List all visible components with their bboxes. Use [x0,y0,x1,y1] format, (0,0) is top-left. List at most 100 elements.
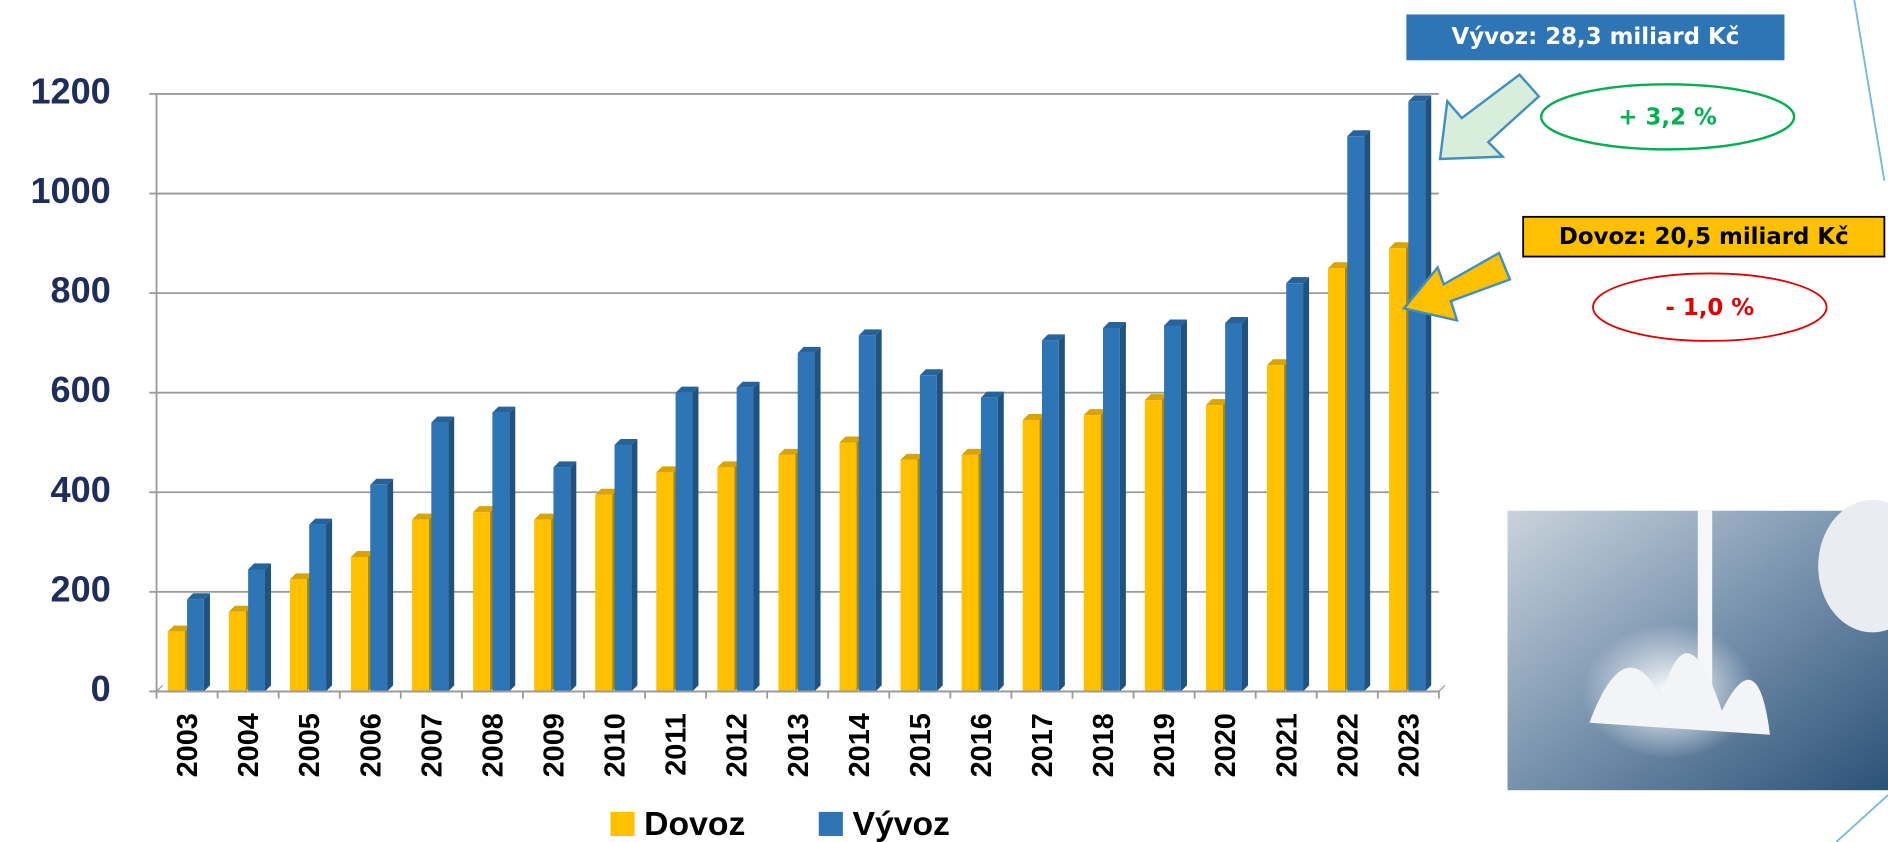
bar-side [448,417,454,692]
bar-side [570,461,576,691]
export-total: Vývoz: 28,3 miliard Kč [1452,24,1740,50]
bar [1084,415,1101,691]
bar [1042,340,1059,691]
bar-side [815,347,821,692]
bar-side [1120,322,1126,691]
bar [1347,136,1364,691]
x-tick-label: 2011 [661,713,693,776]
bar-side [998,392,1004,692]
page: {"chart_data": {"type": "bar", "categori… [0,0,1888,842]
bar [840,442,857,691]
bar-side [204,593,210,691]
bar-side [387,479,393,692]
bar [615,445,632,691]
bar-side [1364,130,1370,691]
bar-side [1059,334,1065,691]
plot-area: 0200400600800100012002003200420052006200… [30,70,1444,842]
photo [1508,500,1888,790]
bar [1328,268,1345,691]
bar [473,512,490,691]
bar-side [753,382,759,692]
x-tick-label: 2005 [294,713,326,777]
x-tick-label: 2022 [1332,713,1364,777]
x-tick-label: 2017 [1027,713,1059,777]
bar [248,569,265,691]
import-total: Dovoz: 20,5 miliard Kč [1559,224,1849,250]
legend-label: Dovoz [644,805,745,842]
bar [1389,248,1406,691]
bar [1103,328,1120,691]
bar-side [631,439,637,691]
bar [859,335,876,691]
bar [229,612,246,692]
y-tick-label: 1000 [30,170,110,211]
bar [798,353,815,692]
bar-side [326,519,332,692]
y-tick-label: 1200 [30,70,110,111]
bar [1206,405,1223,691]
chart: 0200400600800100012002003200420052006200… [0,0,1888,842]
x-tick-label: 2015 [905,713,937,777]
bar [534,520,551,692]
bar [656,472,673,691]
bar [901,460,918,692]
x-tick-label: 2012 [722,713,754,777]
bar [370,485,387,692]
bar-side [876,329,882,691]
x-tick-label: 2010 [600,713,632,777]
export-arrow [1440,75,1539,159]
bar [187,599,204,691]
x-tick-label: 2013 [783,713,815,777]
bar [1145,400,1162,691]
bar [676,393,693,692]
bar [412,520,429,692]
bar [553,467,570,691]
x-tick-label: 2008 [477,713,509,777]
bar [595,495,612,692]
bar-side [1303,277,1309,691]
x-tick-label: 2023 [1393,713,1425,777]
bar [290,579,307,691]
bar [168,632,185,692]
x-tick-label: 2003 [172,713,204,777]
x-tick-label: 2016 [966,713,998,777]
export-change: + 3,2 % [1618,105,1717,131]
bar-side [692,387,698,692]
bar-side [1181,319,1187,691]
bar [1408,101,1425,691]
y-tick-label: 800 [51,270,111,311]
bar [1225,323,1242,691]
bar [1267,365,1284,691]
x-tick-label: 2014 [844,713,876,777]
bar [717,467,734,691]
legend-label: Vývoz [852,805,949,842]
legend-swatch [610,812,634,836]
bar [962,455,979,691]
import-change: - 1,0 % [1665,295,1754,321]
bar [492,413,509,692]
bar [431,423,448,692]
bar [1164,325,1181,691]
x-tick-label: 2007 [416,713,448,777]
bar [309,525,326,692]
bar-side [509,407,515,692]
bar [778,455,795,691]
y-tick-label: 600 [51,369,111,410]
x-tick-label: 2006 [355,713,387,777]
y-tick-label: 0 [91,668,111,709]
x-axis-depth [1439,685,1445,691]
bar-side [1425,95,1431,691]
legend-swatch [819,812,843,836]
bar [351,557,368,691]
x-tick-label: 2009 [538,713,570,777]
x-tick-label: 2020 [1210,713,1242,777]
bar-side [937,369,943,691]
bar [920,375,937,691]
bar [737,388,754,692]
x-tick-label: 2004 [233,713,265,777]
y-tick-label: 400 [51,469,111,510]
bar-side [1242,317,1248,691]
x-tick-label: 2018 [1088,713,1120,777]
bar [1023,420,1040,691]
bar [981,398,998,692]
